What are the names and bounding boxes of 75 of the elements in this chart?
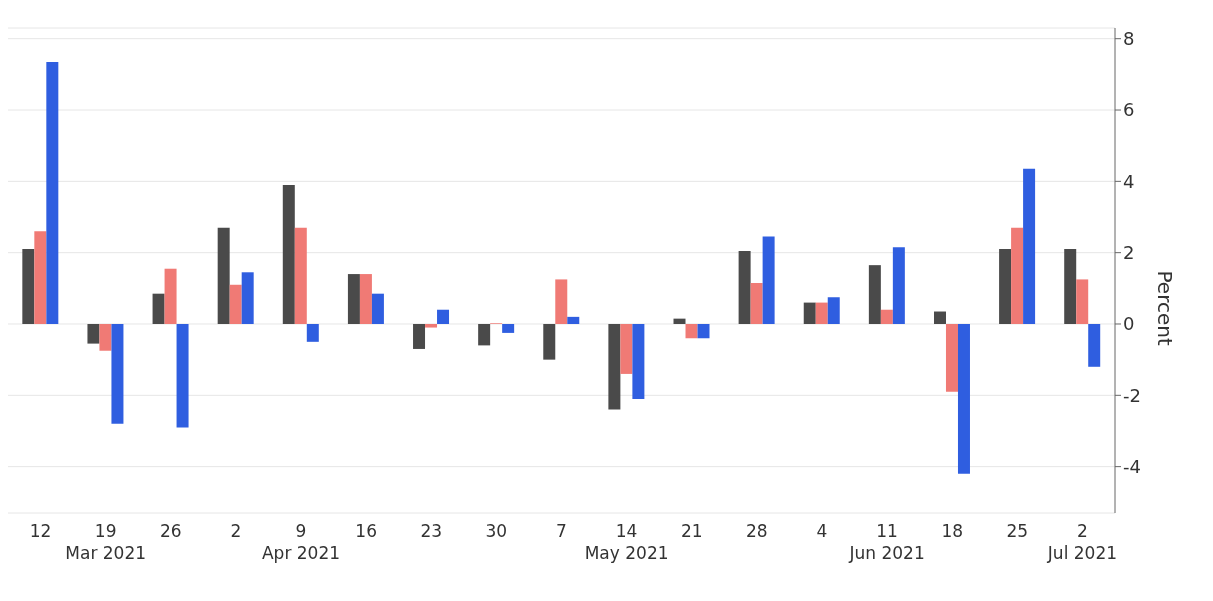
bar: [543, 323, 556, 360]
bar: [241, 272, 254, 324]
bar: [371, 293, 384, 324]
bar: [164, 268, 177, 324]
bar: [945, 323, 958, 392]
y-tick-label: -4: [1123, 456, 1141, 478]
x-tick-label: 11 Jun 2021: [848, 521, 925, 563]
bar: [957, 323, 970, 474]
bar: [478, 323, 491, 346]
y-tick-label: 0: [1123, 313, 1135, 335]
bar: [99, 323, 112, 351]
x-tick-label: 4: [816, 521, 828, 541]
x-tick-label: 21: [680, 521, 703, 541]
x-tick-label: 2 Jul 2021: [1046, 521, 1118, 563]
bar: [933, 311, 946, 324]
bar: [502, 323, 515, 333]
x-tick-label: 25: [1006, 521, 1029, 541]
bar: [555, 279, 568, 324]
bar: [762, 236, 775, 324]
bar: [1088, 323, 1101, 367]
x-tick-label: 23: [420, 521, 443, 541]
bar: [282, 184, 295, 324]
x-tick-label: 9 Apr 2021: [261, 521, 341, 563]
bar: [347, 274, 360, 324]
bar: [632, 323, 645, 399]
bar: [620, 323, 633, 374]
y-tick-label: 4: [1123, 170, 1135, 192]
bar: [437, 309, 450, 324]
bar: [1076, 279, 1089, 324]
x-tick-label: 19 Mar 2021: [65, 521, 147, 563]
y-tick-label: 8: [1123, 28, 1135, 50]
bar: [608, 323, 621, 410]
bar: [87, 323, 100, 344]
bar: [868, 265, 881, 324]
bar: [217, 227, 230, 324]
y-axis-title: Percent: [1152, 270, 1177, 346]
bar: [673, 318, 686, 324]
bar: [111, 323, 124, 424]
x-tick-label: 14 May 2021: [584, 521, 669, 563]
x-tick-label: 18: [941, 521, 964, 541]
bar: [425, 323, 438, 328]
x-tick-label: 12: [29, 521, 52, 541]
bar: [1064, 249, 1077, 324]
x-tick-label: 2: [230, 521, 242, 541]
bar: [229, 284, 242, 324]
bar: [567, 316, 580, 324]
y-tick-label: 2: [1123, 242, 1135, 264]
x-tick-label: 30: [485, 521, 508, 541]
x-tick-label: 26: [159, 521, 182, 541]
bar: [880, 309, 893, 324]
bar: [750, 282, 763, 324]
bar: [34, 231, 47, 324]
bar: [46, 61, 59, 324]
bar: [815, 302, 828, 324]
y-tick-label: -2: [1123, 384, 1141, 406]
bar: [413, 323, 426, 349]
bar: [22, 249, 35, 324]
bar: [685, 323, 698, 339]
bar: [176, 323, 189, 428]
bar: [1023, 168, 1036, 324]
bar: [697, 323, 710, 339]
bar: [1011, 227, 1024, 324]
x-tick-label: 16: [355, 521, 377, 541]
bar: [803, 302, 816, 324]
bar: [892, 247, 905, 324]
bar: [999, 249, 1012, 324]
bar: [306, 323, 319, 342]
bar: [827, 297, 840, 324]
bar: [359, 274, 372, 324]
x-tick-label: 7: [556, 521, 567, 541]
bar: [738, 250, 751, 324]
bar: [294, 227, 307, 324]
bar: [152, 293, 165, 324]
y-tick-label: 6: [1123, 99, 1135, 121]
x-tick-label: 28: [746, 521, 768, 541]
